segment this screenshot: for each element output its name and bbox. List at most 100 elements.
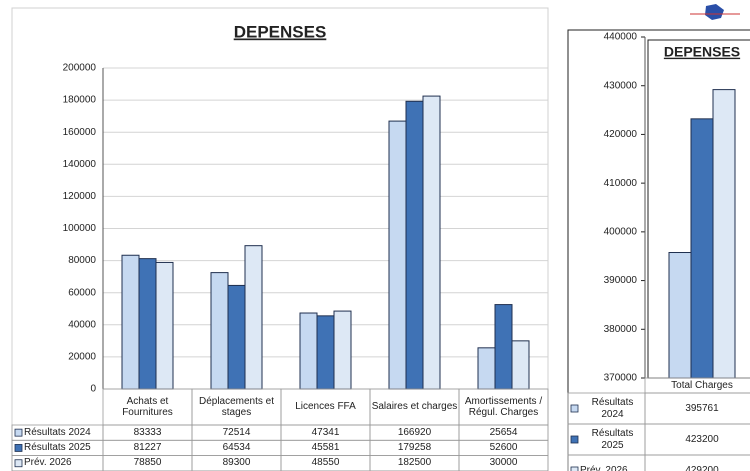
x-tick-label: Déplacements et stages — [198, 395, 275, 419]
y-tick-label: 410000 — [604, 178, 638, 189]
table-value-box: 182500 — [397, 457, 432, 469]
legend-label-box: Résultats 2024 — [592, 397, 634, 420]
x-tick-label-box: Licences FFA — [295, 401, 356, 413]
legend-swatch — [14, 428, 23, 437]
y-tick-label: 140000 — [63, 159, 97, 170]
table-value-box: 48550 — [311, 457, 340, 469]
legend-swatch — [14, 459, 23, 468]
bar — [121, 254, 140, 390]
table-value: 45581 — [311, 442, 340, 454]
table-value: 64534 — [222, 442, 251, 454]
table-value-box: 30000 — [489, 457, 518, 469]
bar — [227, 284, 246, 390]
legend-label-box: Prév. 2026 — [24, 457, 72, 469]
table-value: 30000 — [489, 457, 518, 469]
table-value: 48550 — [311, 457, 340, 469]
logo — [705, 4, 724, 20]
x-tick-label: Achats et Fournitures — [122, 395, 173, 419]
table-value: 395761 — [685, 402, 719, 414]
table-value-box: 89300 — [223, 457, 251, 468]
y-tick-label: 390000 — [604, 275, 638, 286]
bar — [155, 261, 174, 390]
legend-label-box: Résultats 2024 — [24, 426, 91, 438]
y-tick-label: 370000 — [604, 373, 638, 384]
legend-swatch — [570, 466, 579, 471]
x-tick-label-box: Amortissements / Régul. Charges — [464, 395, 543, 419]
bar — [422, 95, 441, 390]
bar — [244, 245, 263, 390]
x-tick-label-box: Déplacements et stages — [198, 395, 275, 419]
table-value-box: 429200 — [685, 464, 719, 471]
y-tick-label: 200000 — [63, 63, 97, 74]
legend-swatch — [570, 435, 579, 444]
bar — [511, 340, 530, 390]
y-tick-label: 380000 — [604, 324, 638, 335]
table-value-box: 395761 — [685, 402, 719, 414]
bar — [477, 347, 496, 390]
legend-swatch — [570, 404, 579, 413]
legend-label-box: Résultats 2025 — [591, 428, 634, 451]
table-value: 81227 — [133, 442, 162, 454]
table-value-box: 72514 — [222, 426, 251, 438]
y-tick-label: 420000 — [604, 129, 638, 140]
table-value: 72514 — [222, 426, 251, 438]
table-value-box: 81227 — [133, 442, 162, 454]
table-value-box: 179258 — [397, 442, 432, 454]
x-tick-label: Licences FFA — [295, 401, 356, 413]
table-value: 78850 — [133, 457, 162, 469]
table-value: 429200 — [685, 464, 719, 471]
y-tick-label: 430000 — [604, 80, 638, 91]
bar — [494, 304, 513, 390]
table-value: 423200 — [685, 433, 719, 445]
x-tick-label-box: Total Charges — [671, 379, 733, 391]
table-value-box: 64534 — [222, 442, 251, 454]
table-value-box: 47341 — [311, 426, 340, 438]
table-value: 83333 — [133, 426, 162, 438]
legend-label-box: Prév. 2026 — [580, 464, 628, 471]
table-value-box: 166920 — [397, 426, 432, 438]
y-tick-label: 160000 — [63, 127, 97, 138]
chart-title: DEPENSES — [664, 44, 740, 60]
bar — [299, 312, 318, 390]
bar — [690, 118, 714, 379]
y-tick-label: 180000 — [63, 95, 97, 106]
table-value-box: 423200 — [685, 433, 719, 445]
bar — [388, 120, 407, 390]
y-tick-label: 40000 — [68, 319, 96, 330]
table-value-box: 78850 — [133, 457, 162, 469]
bar — [138, 258, 157, 390]
table-value-box: 25654 — [489, 426, 518, 438]
y-tick-label: 120000 — [63, 191, 97, 202]
legend-label: Prév. 2026 — [24, 457, 72, 469]
legend-label: Prév. 2026 — [580, 464, 628, 471]
y-tick-label: 0 — [90, 384, 96, 395]
legend-swatch — [14, 444, 23, 452]
bar — [668, 252, 692, 379]
bar — [333, 310, 352, 390]
table-value: 182500 — [397, 457, 432, 469]
x-tick-label: Total Charges — [671, 379, 733, 391]
bar — [210, 272, 229, 390]
x-tick-label-box: Achats et Fournitures — [122, 395, 173, 419]
x-tick-label-box: Salaires et charges — [371, 401, 458, 413]
table-value: 166920 — [397, 426, 432, 438]
y-tick-label: 60000 — [68, 287, 96, 298]
legend-label-box: Résultats 2025 — [24, 442, 91, 453]
bar — [712, 89, 736, 379]
x-tick-label: Salaires et charges — [371, 401, 458, 413]
legend-label: Résultats 2024 — [24, 426, 91, 438]
y-tick-label: 80000 — [68, 255, 96, 266]
x-tick-label: Amortissements / Régul. Charges — [464, 395, 543, 419]
y-tick-label: 400000 — [604, 226, 638, 237]
y-tick-label: 100000 — [63, 223, 97, 234]
legend-label: Résultats 2025 — [591, 428, 634, 451]
table-value: 47341 — [311, 426, 340, 438]
table-value-box: 83333 — [133, 426, 162, 438]
bar — [405, 100, 424, 390]
table-value-box: 45581 — [311, 442, 340, 454]
bar — [316, 315, 335, 390]
table-value: 179258 — [397, 442, 432, 454]
table-value: 52600 — [489, 442, 518, 454]
table-value: 25654 — [489, 426, 518, 438]
